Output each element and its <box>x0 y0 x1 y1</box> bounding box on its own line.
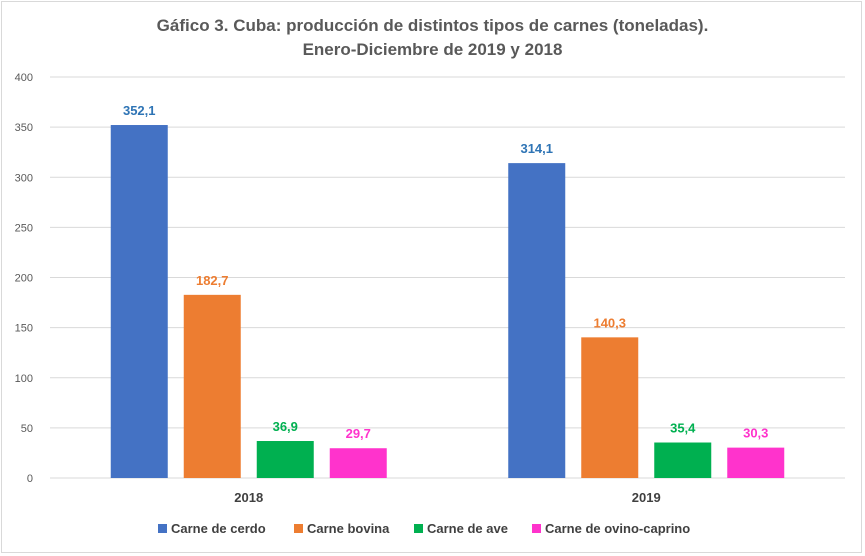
bar <box>256 441 314 478</box>
bar <box>727 447 785 478</box>
chart-subtitle: Enero-Diciembre de 2019 y 2018 <box>302 40 563 59</box>
y-tick-label: 0 <box>27 473 33 485</box>
y-tick-label: 400 <box>15 72 33 84</box>
legend-swatch <box>532 524 541 533</box>
bar <box>329 448 387 478</box>
bar <box>183 294 241 478</box>
chart-title: Gáfico 3. Cuba: producción de distintos … <box>156 16 709 35</box>
legend-label: Carne de ave <box>427 521 508 536</box>
x-tick-label: 2019 <box>632 490 661 505</box>
bar <box>508 163 566 478</box>
y-tick-label: 350 <box>15 122 33 134</box>
legend-label: Carne de ovino-caprino <box>545 521 690 536</box>
y-tick-label: 100 <box>15 373 33 385</box>
data-label: 314,1 <box>520 141 553 156</box>
data-label: 352,1 <box>123 103 156 118</box>
legend-label: Carne bovina <box>307 521 390 536</box>
chart-title-block: Gáfico 3. Cuba: producción de distintos … <box>0 14 865 62</box>
bar <box>110 125 168 479</box>
y-tick-label: 300 <box>15 172 33 184</box>
data-label: 35,4 <box>670 421 696 436</box>
x-tick-label: 2018 <box>234 490 263 505</box>
data-label: 30,3 <box>743 426 768 441</box>
legend-swatch <box>414 524 423 533</box>
legend-label: Carne de cerdo <box>171 521 266 536</box>
legend-swatch <box>158 524 167 533</box>
bar <box>654 442 712 478</box>
y-tick-label: 150 <box>15 323 33 335</box>
data-label: 36,9 <box>273 419 298 434</box>
legend-swatch <box>294 524 303 533</box>
data-label: 29,7 <box>346 426 371 441</box>
y-tick-label: 50 <box>21 423 33 435</box>
data-label: 140,3 <box>593 315 626 330</box>
bar <box>581 337 639 478</box>
y-tick-label: 250 <box>15 222 33 234</box>
data-label: 182,7 <box>196 273 229 288</box>
y-tick-label: 200 <box>15 273 33 285</box>
